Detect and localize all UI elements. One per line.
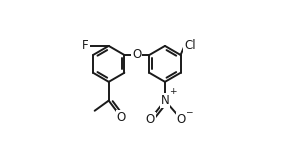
Text: F: F (82, 39, 88, 52)
Text: +: + (169, 87, 177, 96)
Text: O: O (146, 113, 155, 126)
Text: O: O (117, 111, 126, 124)
Text: O: O (177, 113, 186, 126)
Text: N: N (161, 94, 169, 107)
Text: Cl: Cl (184, 39, 196, 52)
Text: −: − (185, 107, 192, 116)
Text: O: O (132, 48, 141, 62)
